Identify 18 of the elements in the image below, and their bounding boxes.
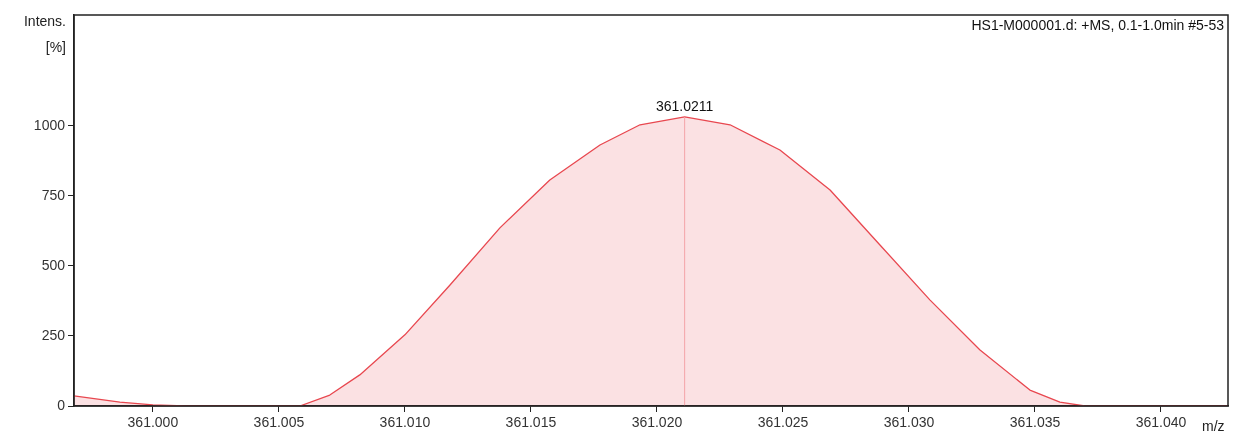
x-tick-label: 361.005 — [253, 414, 305, 431]
x-tick-label: 361.015 — [505, 414, 557, 431]
y-tick-label: 250 — [41, 326, 66, 343]
y-tick-label: 500 — [41, 256, 66, 273]
x-tick-label: 361.000 — [127, 414, 179, 431]
x-tick-label: 361.030 — [883, 414, 935, 431]
x-tick-label: 361.025 — [757, 414, 809, 431]
y-tick-label: 1000 — [33, 116, 66, 133]
x-tick-label: 361.035 — [1009, 414, 1061, 431]
x-tick-label: 361.020 — [631, 414, 683, 431]
y-tick-label: 750 — [41, 186, 66, 203]
x-tick-label: 361.040 — [1135, 414, 1187, 431]
annotation: 361.0211 — [655, 97, 714, 114]
y-tick-label: 0 — [57, 396, 66, 413]
y-axis-title: Intens. [%] — [23, 12, 66, 55]
x-axis-title: m/z — [1202, 417, 1225, 434]
x-tick-label: 361.010 — [379, 414, 431, 431]
chart-title: HS1-M000001.d: +MS, 0.1-1.0min #5-53 — [971, 16, 1225, 33]
